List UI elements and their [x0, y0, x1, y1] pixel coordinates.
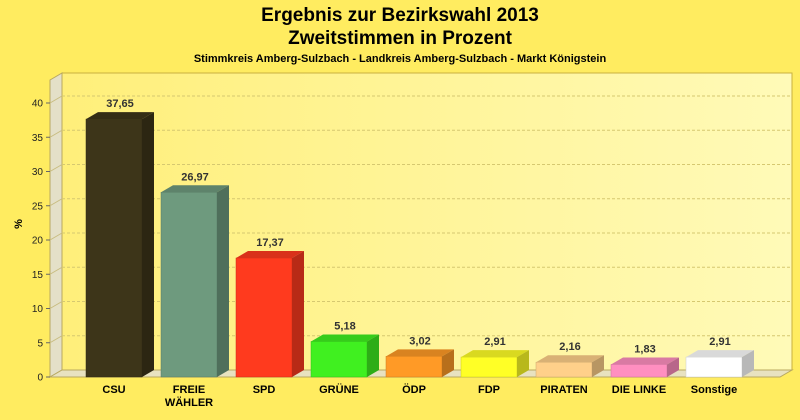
data-label: 37,65	[106, 98, 134, 110]
bar-side	[442, 349, 454, 377]
x-tick-label: SPD	[253, 384, 276, 396]
y-tick-label: 30	[32, 167, 44, 178]
bar-side	[667, 357, 679, 377]
data-label: 1,83	[634, 343, 655, 355]
x-tick-label: FDP	[478, 384, 500, 396]
y-axis-label: %	[13, 219, 25, 229]
y-tick-label: 25	[32, 201, 44, 212]
bar	[160, 185, 229, 378]
bar-top	[236, 251, 304, 259]
bar-side	[292, 251, 304, 377]
bar-front	[610, 364, 668, 378]
x-tick-label: GRÜNE	[319, 383, 359, 396]
y-tick-label: 35	[32, 133, 44, 144]
bar-front	[535, 361, 593, 378]
bar-side	[142, 112, 154, 377]
bar-top	[536, 355, 604, 363]
data-label: 26,97	[181, 171, 209, 183]
bar	[535, 355, 604, 378]
bar-front	[685, 356, 743, 378]
bar-side	[592, 355, 604, 377]
bar-front	[310, 341, 368, 378]
x-tick-label: DIE LINKE	[612, 384, 666, 396]
bar-side	[517, 350, 529, 377]
bar-top	[311, 334, 379, 342]
chart-subtitle: Zweitstimmen in Prozent	[288, 28, 512, 49]
gridline-side	[49, 266, 63, 275]
y-tick-label: 10	[32, 304, 44, 315]
bar-top	[161, 185, 229, 193]
data-label: 17,37	[256, 237, 284, 249]
bar-front	[460, 356, 518, 378]
bar	[385, 349, 454, 378]
bar-front	[385, 356, 443, 378]
gridline-side	[49, 301, 63, 309]
data-label: 5,18	[334, 321, 355, 333]
data-label: 2,91	[709, 336, 730, 348]
y-tick-label: 0	[37, 373, 43, 384]
chart-caption: Stimmkreis Amberg-Sulzbach - Landkreis A…	[193, 53, 607, 65]
x-tick-label: PIRATEN	[540, 384, 588, 396]
bar	[610, 357, 679, 378]
data-label: 2,16	[559, 341, 580, 353]
gridline-side	[49, 164, 63, 172]
x-tick-label: FREIE	[173, 384, 205, 396]
bar	[685, 350, 754, 378]
bar-side	[217, 185, 229, 377]
bar-front	[235, 257, 293, 378]
x-tick-label: Sonstige	[691, 384, 737, 396]
gridline-side	[49, 95, 63, 104]
bar-top	[461, 350, 529, 358]
bar-top	[86, 112, 154, 120]
gridline-side	[49, 232, 63, 241]
bar-top	[611, 357, 679, 365]
y-tick-label: 20	[32, 236, 44, 247]
y-tick-label: 5	[37, 338, 43, 349]
gridline-side	[49, 335, 63, 344]
bar-front	[160, 192, 218, 378]
bar-side	[367, 334, 379, 377]
bar	[460, 350, 529, 378]
x-tick-label: ÖDP	[402, 383, 426, 396]
gridline-side	[49, 129, 63, 138]
x-tick-label: CSU	[102, 384, 125, 396]
data-label: 3,02	[409, 335, 430, 347]
bar	[310, 334, 379, 378]
gridline-side	[49, 198, 63, 207]
bar-side	[742, 350, 754, 377]
chart-title: Ergebnis zur Bezirkswahl 2013	[261, 5, 539, 26]
bar-top	[686, 350, 754, 358]
plot-side-wall	[49, 72, 63, 378]
bar-top	[386, 349, 454, 357]
y-tick-label: 15	[32, 270, 44, 281]
data-label: 2,91	[484, 336, 505, 348]
bar	[85, 112, 154, 378]
bar	[235, 251, 304, 378]
y-tick-label: 40	[32, 99, 44, 110]
x-tick-label: WÄHLER	[165, 396, 213, 409]
bar-front	[85, 118, 143, 378]
